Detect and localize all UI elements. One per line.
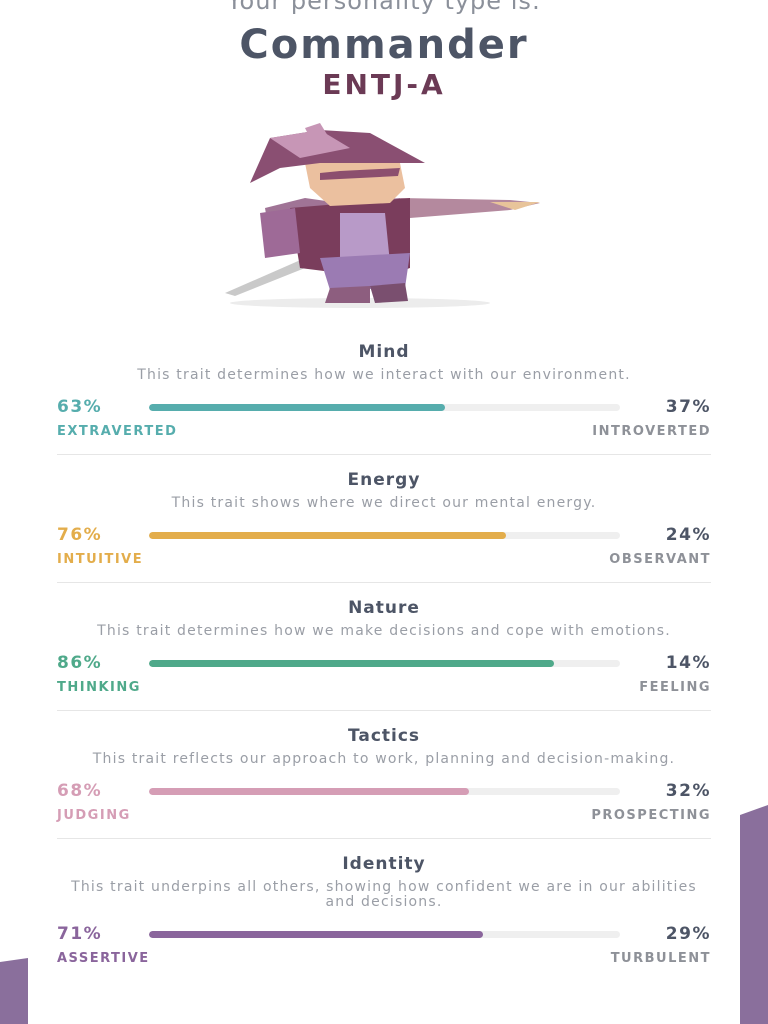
type-name: Commander <box>239 22 529 68</box>
left-percent: 71% <box>57 924 103 944</box>
trait-description: This trait determines how we make decisi… <box>97 623 671 639</box>
right-percent: 14% <box>665 653 711 673</box>
left-percent: 76% <box>57 525 103 545</box>
trait-score-row: 63% 37% <box>57 395 711 419</box>
trait-pole-labels: ASSERTIVE TURBULENT <box>57 948 711 968</box>
right-pole-label: OBSERVANT <box>609 551 711 567</box>
score-bar <box>148 930 483 938</box>
left-percent: 86% <box>57 653 103 673</box>
trait-description: This trait shows where we direct our men… <box>171 495 597 511</box>
right-percent: 29% <box>665 924 711 944</box>
trait-score-row: 86% 14% <box>57 651 711 675</box>
left-percent: 68% <box>57 781 103 801</box>
intro-text: Your personality type is: <box>227 0 541 15</box>
trait-description: This trait reflects our approach to work… <box>92 751 676 767</box>
trait-score-row: 71% 29% <box>57 922 711 946</box>
score-track <box>148 659 620 667</box>
score-track <box>148 787 620 795</box>
commander-illustration <box>225 123 540 308</box>
score-bar <box>148 659 554 667</box>
score-track <box>148 531 620 539</box>
trait-section: Identity This trait underpins all others,… <box>57 852 711 981</box>
left-pole-label: EXTRAVERTED <box>57 423 178 439</box>
right-pole-label: TURBULENT <box>610 950 711 966</box>
trait-list: Mind This trait determines how we interac… <box>57 340 711 994</box>
right-pole-label: PROSPECTING <box>591 807 711 823</box>
side-shape <box>0 958 28 1024</box>
trait-section: Tactics This trait reflects our approach … <box>57 724 711 839</box>
trait-name: Mind <box>358 342 410 362</box>
trait-name: Identity <box>342 854 426 874</box>
right-percent: 24% <box>665 525 711 545</box>
left-percent: 63% <box>57 397 103 417</box>
trait-pole-labels: JUDGING PROSPECTING <box>57 805 711 825</box>
trait-pole-labels: INTUITIVE OBSERVANT <box>57 549 711 569</box>
left-pole-label: JUDGING <box>57 807 131 823</box>
left-pole-label: INTUITIVE <box>57 551 144 567</box>
right-percent: 32% <box>665 781 711 801</box>
score-track <box>148 930 620 938</box>
trait-name: Energy <box>347 470 421 490</box>
trait-description: This trait underpins all others, showing… <box>71 879 697 910</box>
score-bar <box>148 403 446 411</box>
score-track <box>148 403 620 411</box>
trait-description: This trait determines how we interact wi… <box>137 367 631 383</box>
type-code: ENTJ-A <box>322 68 446 101</box>
trait-section: Energy This trait shows where we direct o… <box>57 468 711 583</box>
side-shape <box>740 805 768 1024</box>
trait-section: Mind This trait determines how we interac… <box>57 340 711 455</box>
trait-pole-labels: EXTRAVERTED INTROVERTED <box>57 421 711 441</box>
trait-section: Nature This trait determines how we make … <box>57 596 711 711</box>
trait-score-row: 76% 24% <box>57 523 711 547</box>
right-percent: 37% <box>665 397 711 417</box>
trait-pole-labels: THINKING FEELING <box>57 677 711 697</box>
trait-score-row: 68% 32% <box>57 779 711 803</box>
trait-name: Nature <box>348 598 420 618</box>
trait-name: Tactics <box>347 726 421 746</box>
score-bar <box>148 531 507 539</box>
right-pole-label: FEELING <box>639 679 711 695</box>
left-pole-label: ASSERTIVE <box>57 950 150 966</box>
left-pole-label: THINKING <box>57 679 141 695</box>
right-pole-label: INTROVERTED <box>592 423 711 439</box>
score-bar <box>148 787 469 795</box>
